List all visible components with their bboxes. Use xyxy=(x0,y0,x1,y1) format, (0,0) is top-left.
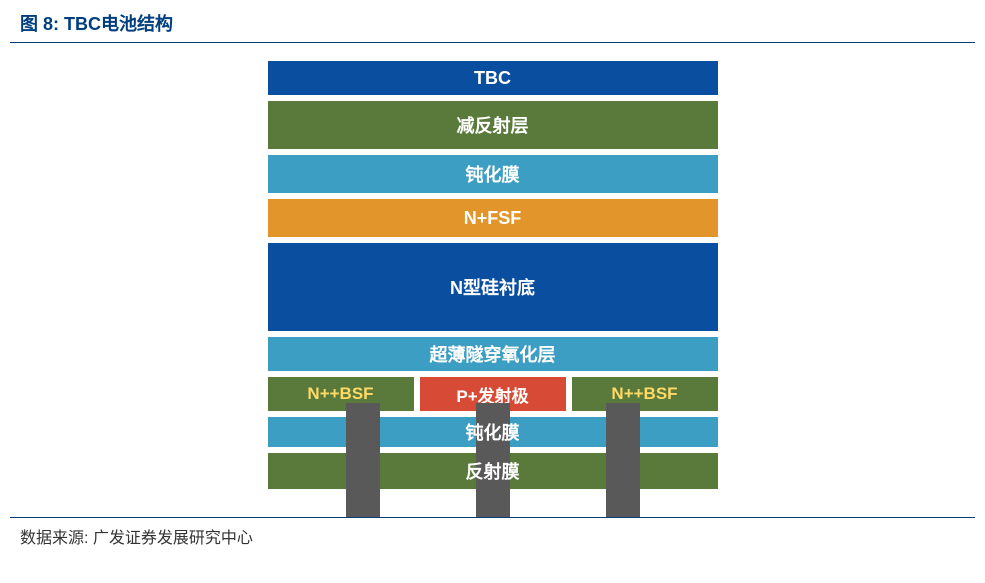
layer-N+FSF: N+FSF xyxy=(268,199,718,237)
figure-title: 图 8: TBC电池结构 xyxy=(0,0,985,42)
layer-钝化膜: 钝化膜 xyxy=(268,417,718,447)
cell-N++BSF: N++BSF xyxy=(572,377,718,411)
upper-layers: TBC 减反射层钝化膜 N+FSF N型硅衬底超薄隧穿氧化层 xyxy=(268,61,718,371)
title-rule xyxy=(10,42,975,43)
bottom-layers: 钝化膜反射膜 xyxy=(268,417,718,489)
layer-超薄隧穿氧化层: 超薄隧穿氧化层 xyxy=(268,337,718,371)
emitter-bsf-row: N++BSFP+发射极N++BSF xyxy=(268,377,718,411)
layer-钝化膜: 钝化膜 xyxy=(268,155,718,193)
cell-N++BSF: N++BSF xyxy=(268,377,414,411)
tbc-diagram: TBC 减反射层钝化膜 N+FSF N型硅衬底超薄隧穿氧化层 N++BSFP+发射极N… xyxy=(268,61,718,489)
layer-TBC: TBC xyxy=(268,61,718,95)
lower-stack: N++BSFP+发射极N++BSF 钝化膜反射膜 xyxy=(268,377,718,489)
layer-反射膜: 反射膜 xyxy=(268,453,718,489)
layer-N型硅衬底: N型硅衬底 xyxy=(268,243,718,331)
layer-减反射层: 减反射层 xyxy=(268,101,718,149)
cell-P+发射极: P+发射极 xyxy=(420,377,566,411)
source-text: 数据来源: 广发证券发展研究中心 xyxy=(0,518,985,554)
